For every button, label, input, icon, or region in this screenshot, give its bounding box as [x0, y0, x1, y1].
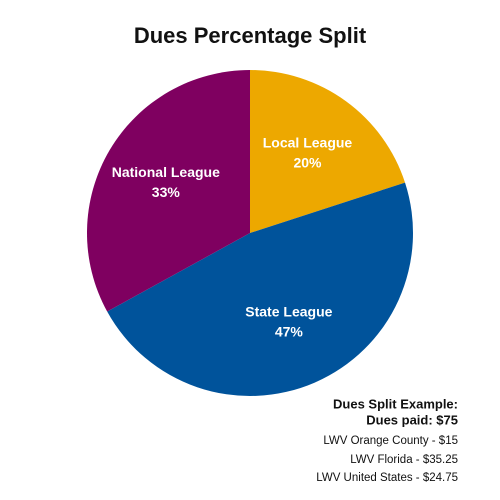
slice-label: State League [245, 303, 332, 319]
slice-label: National League [112, 164, 220, 180]
chart-title: Dues Percentage Split [134, 23, 367, 48]
slice-value: 47% [275, 323, 304, 339]
pie-slice [250, 70, 406, 233]
slice-value: 33% [152, 184, 181, 200]
annotation: LWV United States - $24.75 [316, 472, 458, 484]
annotation: Dues paid: $75 [366, 412, 458, 427]
slice-value: 20% [293, 155, 322, 171]
annotation: LWV Florida - $35.25 [350, 454, 458, 466]
annotation: Dues Split Example: [333, 396, 458, 411]
pie-slice [107, 182, 413, 397]
pie-slice [87, 70, 251, 312]
slice-label: Local League [263, 135, 353, 151]
annotation: LWV Orange County - $15 [323, 435, 458, 447]
